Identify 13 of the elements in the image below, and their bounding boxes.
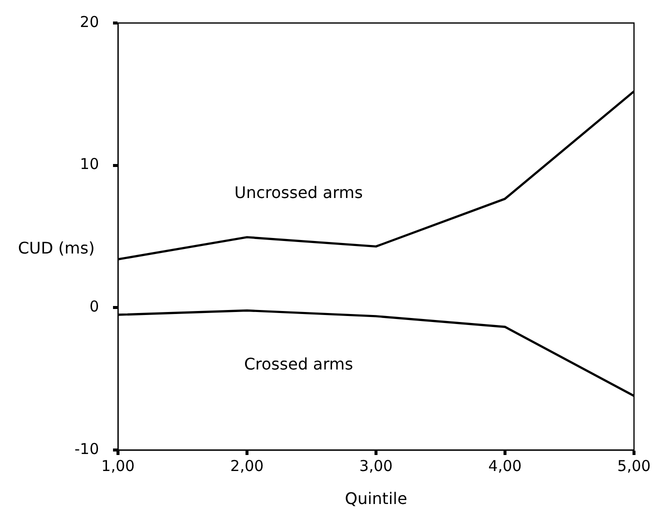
y-tick-label: 0 [89, 298, 99, 316]
y-tick-label: 10 [80, 155, 99, 174]
x-tick-label: 2,00 [230, 456, 264, 475]
y-tick-label: -10 [74, 440, 99, 458]
x-tick-label: 5,00 [617, 456, 651, 475]
x-tick-label: 4,00 [488, 456, 522, 475]
y-tick-label: 20 [80, 12, 99, 31]
y-axis-title: CUD (ms) [18, 238, 95, 258]
text: Crossed arms [244, 354, 354, 374]
x-tick-label: 1,00 [101, 456, 135, 475]
x-axis-title: Quintile [344, 489, 408, 508]
text: Uncrossed arms [234, 182, 363, 202]
x-tick-label: 3,00 [359, 456, 393, 475]
